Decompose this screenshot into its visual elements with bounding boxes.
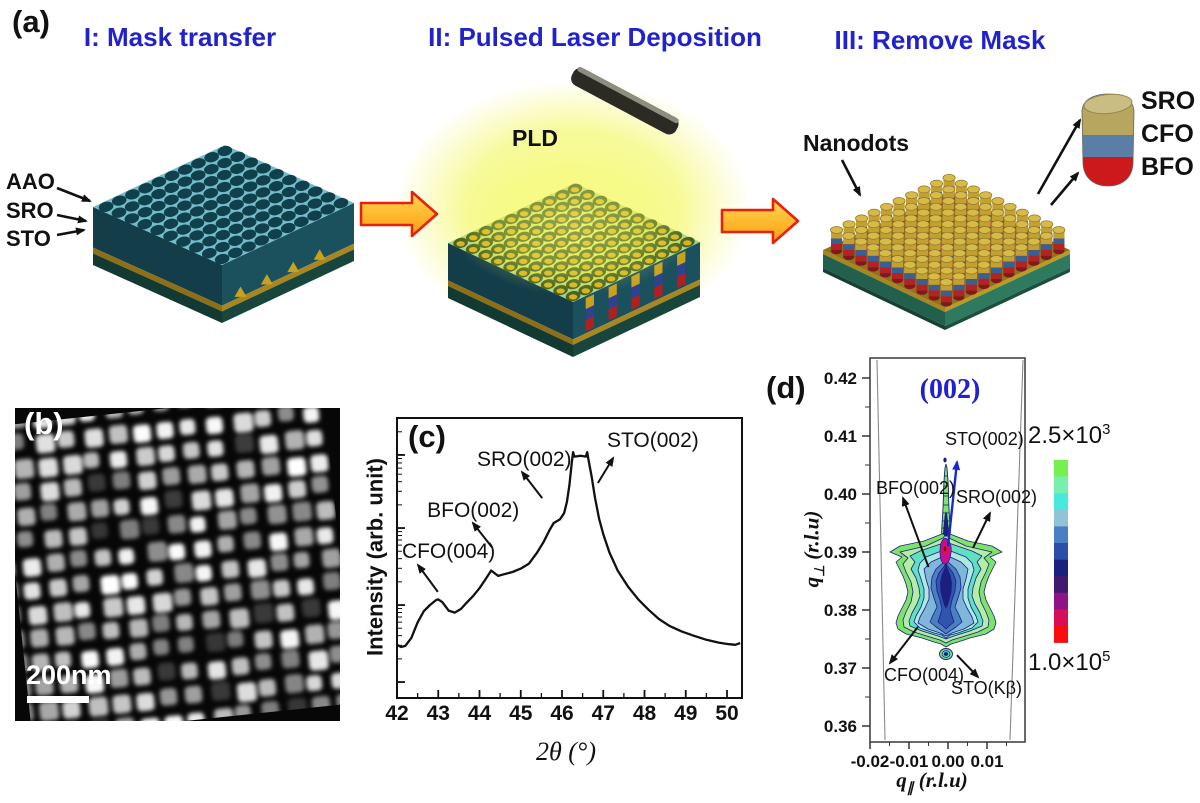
svg-text:0.36: 0.36 [824,717,857,736]
stack-label-cfo: CFO [1141,120,1194,148]
svg-text:-0.02: -0.02 [851,752,890,771]
svg-text:43: 43 [427,702,450,725]
c-plot-frame [396,417,743,699]
d-feature-label: STO(002) [945,429,1024,449]
step1-title: I: Mask transfer [83,22,277,52]
svg-text:42: 42 [385,702,408,725]
colorbar [1054,460,1068,643]
xrd-curve [396,451,741,649]
colorbar-max-label: 2.5×103 [1028,422,1111,449]
pld-plume-glow-overlay [448,145,698,295]
process-arrow-2-icon [720,197,800,245]
c-peak-label: STO(002) [607,429,699,452]
d-xlabel-rest: (r.l.u) [913,768,968,792]
c-axis-ticks: 42 43 44 45 46 47 48 49 50 [385,417,739,725]
svg-text:47: 47 [592,702,615,725]
process-arrow-1-icon [359,190,439,238]
c-peak-label: SRO(002) [477,448,572,471]
d-feature-arrow-icon [946,460,961,547]
annotation-arrow-icon [1036,118,1082,195]
d-feature-arrow-icon [972,511,991,549]
layer-label-sro: SRO [6,198,54,223]
svg-text:0.39: 0.39 [824,543,857,562]
layer-label-aao: AAO [6,169,55,194]
svg-text:48: 48 [633,702,657,725]
colorbar-min-label: 1.0×105 [1028,649,1111,676]
stack-label-bfo: BFO [1141,153,1194,181]
svg-text:0.42: 0.42 [824,369,857,388]
d-feature-label: CFO(004) [884,665,964,685]
d-ylabel-base: q [799,576,824,588]
svg-text:50: 50 [715,702,738,725]
stack-label-sro: SRO [1141,87,1196,115]
annotation-arrow-icon [840,159,862,197]
cb-top-exponent: 3 [1102,422,1111,438]
pld-label: PLD [512,125,558,151]
d-plot-title: (002) [919,374,981,405]
d-axis-ticks: 0.420.410.400.390.380.370.36-0.02 -0.01 0.… [824,369,1007,771]
nanodot-zoom-illustration [1081,93,1135,187]
d-feature-arrow-icon [888,626,919,665]
d-ylabel-sub: ⊥ [811,564,827,577]
annotation-arrow-icon [56,227,86,237]
svg-text:44: 44 [468,702,492,725]
nanodots-label: Nanodots [803,130,910,156]
c-y-axis-title: Intensity (arb. unit) [362,458,388,656]
d-feature-arrow-icon [956,654,980,679]
d-xlabel-base: q [896,768,907,792]
d-y-axis-title: q⊥ (r.l.u) [799,510,828,588]
annotation-arrow-icon [1050,171,1080,206]
cb-bottom-mantissa: 1.0×10 [1028,649,1103,676]
d-data-boundary-left [876,359,886,741]
svg-text:0.01: 0.01 [970,752,1003,771]
d-feature-label: STO(Kβ) [951,678,1022,698]
d-data-boundary-right [1009,359,1024,741]
c-peak-arrow-icon [416,563,439,593]
step3-title: III: Remove Mask [834,25,1046,55]
cb-top-mantissa: 2.5×10 [1028,422,1103,449]
d-feature-label: BFO(002) [876,478,955,498]
d-x-axis-title: q∥ (r.l.u) [867,769,997,796]
d-xlabel-sub: ∥ [906,780,914,796]
c-peak-label: BFO(002) [427,499,519,522]
panel-d-label: (d) [766,370,806,405]
svg-text:0.40: 0.40 [824,485,857,504]
c-peak-arrow-icon [471,521,493,548]
panel-c-label: (c) [408,419,446,454]
rsm-plot: 0.420.410.400.390.380.370.36-0.02 -0.01 0.… [824,357,1068,771]
xrd-plot: 42 43 44 45 46 47 48 49 50 CFO(004) BFO(002) SRO(00… [385,417,743,725]
step2-title: II: Pulsed Laser Deposition [428,22,762,52]
annotation-arrow-icon [56,186,92,203]
svg-text:-0.01: -0.01 [890,752,929,771]
svg-text:0.41: 0.41 [824,427,857,446]
process-schematic-illustration [56,66,1135,357]
svg-text:0.00: 0.00 [931,752,964,771]
cb-bottom-exponent: 5 [1102,649,1111,665]
c-peak-label: CFO(004) [402,540,495,563]
d-feature-arrow-icon [902,496,930,568]
svg-text:45: 45 [509,702,533,725]
panel-b-label: (b) [24,406,64,441]
nanodot-array [830,173,1066,307]
c-peak-arrow-icon [597,456,615,484]
svg-text:46: 46 [550,702,573,725]
svg-text:49: 49 [674,702,697,725]
c-peak-arrow-icon [520,470,543,499]
scale-bar [27,696,89,703]
d-ylabel-rest: (r.l.u) [799,510,824,565]
rsm-contours [889,457,1003,660]
scale-bar-text: 200nm [26,660,112,690]
annotation-arrow-icon [56,213,88,224]
svg-text:0.38: 0.38 [824,601,857,620]
sem-image [10,403,350,733]
svg-text:0.37: 0.37 [824,659,857,678]
d-feature-label: SRO(002) [956,487,1037,507]
mask-block-step1 [93,145,354,323]
layer-label-sto: STO [6,226,51,251]
c-x-axis-title: 2θ (°) [536,737,596,766]
panel-a-label: (a) [12,4,50,39]
pld-target-icon [571,66,679,135]
